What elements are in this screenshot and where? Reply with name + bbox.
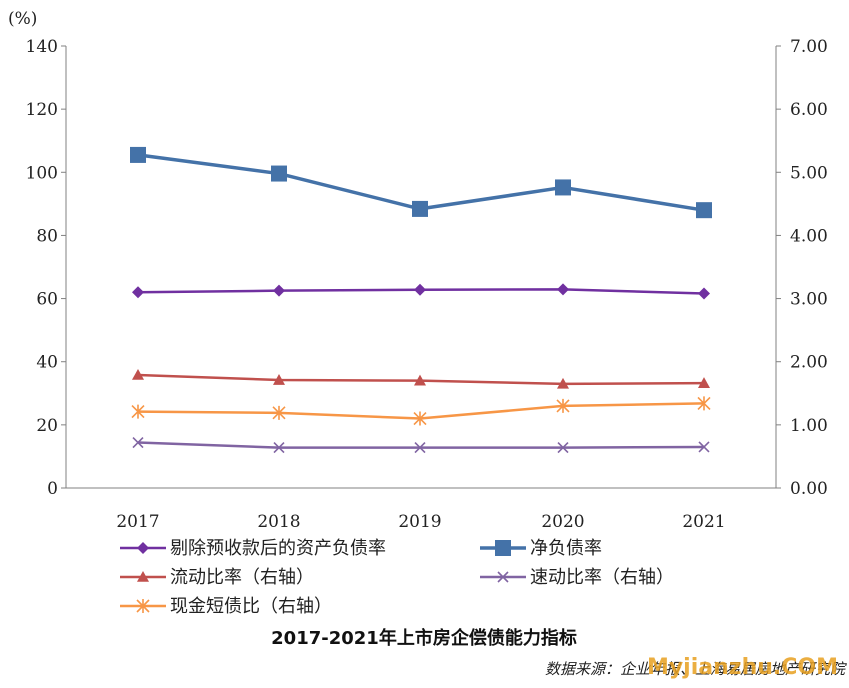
right-tick-label: 4.00	[790, 226, 828, 246]
series-4	[131, 396, 711, 426]
series-0	[132, 283, 710, 300]
left-axis-ticks: 0 20 40 60 80 100 120 140	[26, 37, 66, 499]
axes	[65, 46, 777, 489]
series-2	[132, 368, 710, 389]
marker-x	[132, 436, 144, 449]
x-tick-label: 2021	[682, 512, 725, 532]
right-tick-label: 5.00	[790, 163, 828, 183]
chart-title: 2017-2021年上市房企偿债能力指标	[271, 627, 577, 649]
marker-diamond	[557, 283, 569, 296]
x-tick-label: 2019	[398, 512, 441, 532]
series-line	[137, 402, 705, 420]
series-3	[132, 436, 710, 454]
source-note: 数据来源：企业年报、上海易居房地产研究院	[545, 660, 847, 678]
marker-triangle	[414, 374, 426, 386]
marker-asterisk	[131, 404, 145, 419]
legend-item: 现金短债比（右轴）	[120, 596, 332, 617]
left-tick-label: 20	[36, 416, 58, 436]
legend-label: 流动比率（右轴）	[170, 567, 314, 588]
x-tick-label: 2018	[257, 512, 300, 532]
marker-x	[414, 442, 426, 454]
x-axis-ticks: 2017 2018 2019 2020 2021	[116, 512, 725, 532]
right-tick-label: 2.00	[790, 353, 828, 373]
marker-asterisk	[697, 396, 711, 411]
legend-item: 流动比率（右轴）	[120, 567, 314, 588]
left-tick-label: 60	[36, 290, 58, 310]
right-axis-ticks: 0.00 1.00 2.00 3.00 4.00 5.00 6.00 7.00	[776, 37, 828, 499]
marker-triangle	[132, 368, 144, 380]
marker-asterisk	[556, 398, 570, 413]
right-tick-label: 3.00	[790, 290, 828, 310]
marker-asterisk	[413, 411, 427, 426]
marker-asterisk	[136, 599, 150, 613]
legend-label: 净负债率	[530, 538, 602, 559]
legend-label: 速动比率（右轴）	[530, 567, 674, 588]
marker-x	[698, 441, 710, 453]
marker-triangle	[557, 377, 569, 389]
right-tick-label: 1.00	[790, 416, 828, 436]
left-tick-label: 40	[36, 353, 58, 373]
left-tick-label: 0	[47, 479, 58, 499]
watermark: Myjianzhu.COM	[647, 655, 838, 680]
left-tick-label: 80	[36, 226, 58, 246]
left-tick-label: 140	[26, 37, 58, 57]
marker-diamond	[698, 287, 710, 300]
x-tick-label: 2020	[541, 512, 584, 532]
marker-diamond	[273, 284, 285, 297]
marker-x	[273, 442, 285, 454]
marker-square	[412, 200, 428, 217]
series-group	[130, 146, 712, 454]
legend-item: 净负债率	[480, 538, 602, 559]
marker-triangle	[698, 377, 710, 388]
marker-square	[271, 165, 287, 182]
series-1	[130, 146, 712, 219]
legend-label: 现金短债比（右轴）	[170, 596, 332, 617]
marker-square	[555, 179, 571, 196]
marker-x	[557, 442, 569, 454]
marker-diamond	[137, 542, 149, 554]
left-tick-label: 100	[26, 163, 58, 183]
marker-square	[696, 202, 712, 219]
legend-label: 剔除预收款后的资产负债率	[170, 538, 386, 559]
marker-asterisk	[272, 405, 286, 420]
marker-x	[497, 571, 509, 583]
right-tick-label: 0.00	[790, 479, 828, 499]
legend-item: 剔除预收款后的资产负债率	[120, 538, 386, 559]
legend-item: 速动比率（右轴）	[480, 567, 674, 588]
marker-square	[495, 540, 511, 556]
marker-triangle	[273, 374, 285, 385]
marker-triangle	[137, 571, 149, 582]
x-tick-label: 2017	[116, 512, 159, 532]
marker-diamond	[414, 283, 426, 296]
right-tick-label: 7.00	[790, 37, 828, 57]
y-axis-unit-label: (%)	[8, 9, 37, 29]
marker-square	[130, 146, 146, 163]
right-tick-label: 6.00	[790, 100, 828, 120]
marker-diamond	[132, 286, 144, 299]
left-tick-label: 120	[26, 100, 58, 120]
